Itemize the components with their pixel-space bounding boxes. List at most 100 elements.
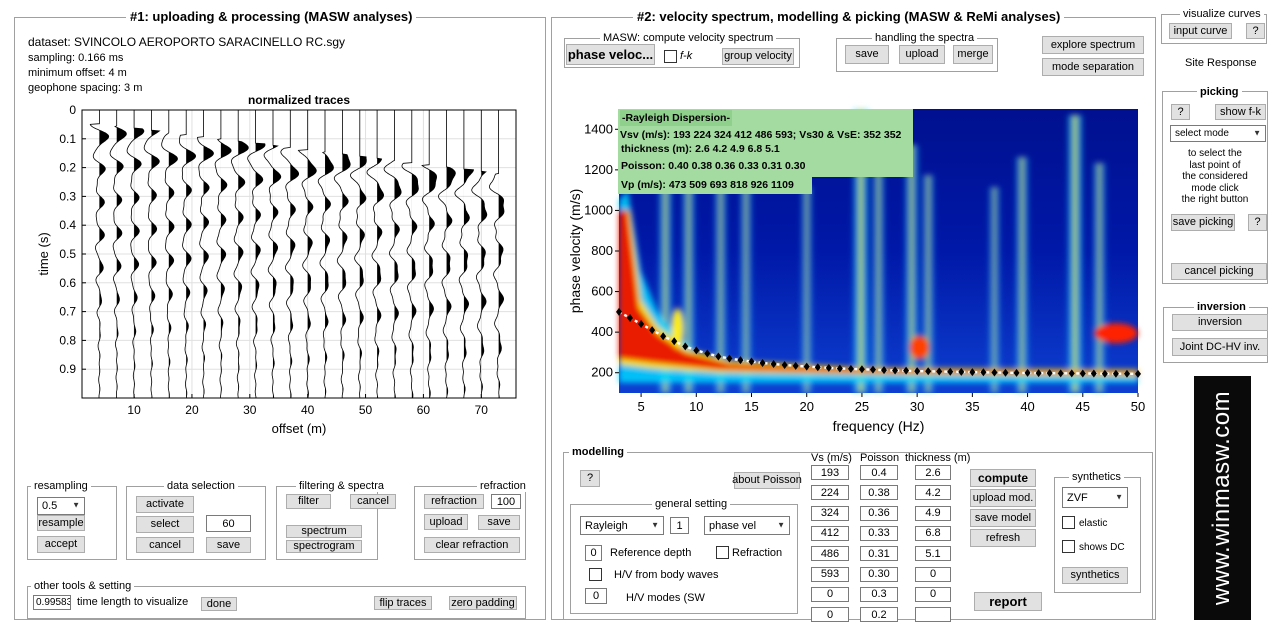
velocity-type-select[interactable]: phase vel ▼	[704, 516, 790, 535]
vs-column-header: Vs (m/s)	[811, 452, 852, 464]
trace-line	[109, 110, 127, 399]
model-thickness-cell[interactable]: 4.2	[915, 485, 951, 501]
model-vs-cell[interactable]: 486	[811, 546, 849, 562]
traces-y-tick-label: 0.4	[59, 218, 76, 232]
picked-point	[847, 364, 854, 373]
model-vs-cell[interactable]: 324	[811, 505, 849, 521]
spectrum-energy	[619, 109, 1138, 393]
activate-button[interactable]: activate	[136, 496, 194, 513]
traces-y-tick-label: 0.6	[59, 276, 76, 290]
explore-spectrum-button[interactable]: explore spectrum	[1042, 36, 1144, 54]
model-thickness-cell[interactable]: 0	[915, 586, 951, 602]
traces-chart[interactable]: 0 0.1 0.2 0.3 0.4 0.5 0.6 0.7 0.8 0.9 10 20 30 40 50 60…	[30, 88, 530, 438]
picking-help-button[interactable]: ?	[1171, 104, 1190, 120]
refraction-value-input[interactable]: 100	[491, 494, 521, 509]
save-picking-button[interactable]: save picking	[1171, 214, 1235, 231]
trace-line	[179, 110, 197, 399]
model-poisson-cell[interactable]: 0.4	[860, 465, 898, 480]
synthetics-type-select[interactable]: ZVF ▼	[1062, 487, 1128, 508]
picked-point	[1057, 369, 1064, 378]
site-response-label[interactable]: Site Response	[1185, 57, 1257, 69]
flip-traces-button[interactable]: flip traces	[374, 596, 432, 610]
mode-separation-button[interactable]: mode separation	[1042, 58, 1144, 76]
report-button[interactable]: report	[974, 592, 1042, 611]
accept-button[interactable]: accept	[37, 536, 85, 553]
model-poisson-cell[interactable]: 0.30	[860, 566, 898, 582]
clear-refraction-button[interactable]: clear refraction	[424, 537, 520, 553]
model-poisson-cell[interactable]: 0.31	[860, 546, 898, 562]
general-setting-legend: general setting	[652, 498, 731, 510]
modelling-help-button[interactable]: ?	[580, 470, 600, 487]
done-button[interactable]: done	[201, 597, 237, 611]
synthetics-button[interactable]: synthetics	[1062, 567, 1128, 584]
spectrum-y-tick-label: 400	[591, 324, 613, 339]
trace-line	[263, 110, 282, 398]
model-poisson-cell[interactable]: 0.38	[860, 485, 898, 501]
model-vs-cell[interactable]: 224	[811, 485, 849, 501]
save-spectra-button[interactable]: save	[845, 45, 889, 64]
group-velocity-button[interactable]: group velocity	[722, 48, 794, 65]
model-thickness-cell[interactable]: 2.6	[915, 465, 951, 480]
resample-button[interactable]: resample	[37, 515, 85, 531]
model-poisson-cell[interactable]: 0.33	[860, 525, 898, 541]
model-poisson-cell[interactable]: 0.36	[860, 505, 898, 521]
model-vs-cell[interactable]: 0	[811, 586, 849, 602]
save-selection-button[interactable]: save	[206, 537, 251, 553]
compute-button[interactable]: compute	[970, 469, 1036, 487]
model-vs-cell[interactable]: 593	[811, 566, 849, 582]
spectrum-ridge	[851, 109, 870, 393]
upload-model-button[interactable]: upload mod.	[970, 489, 1036, 507]
model-thickness-cell[interactable]	[915, 607, 951, 623]
cancel-picking-button[interactable]: cancel picking	[1171, 263, 1267, 280]
cancel-selection-button[interactable]: cancel	[136, 537, 194, 553]
hv-body-checkbox[interactable]	[589, 568, 602, 581]
model-vs-cell[interactable]: 412	[811, 525, 849, 541]
model-vs-cell[interactable]: 193	[811, 465, 849, 480]
model-thickness-cell[interactable]: 4.9	[915, 505, 951, 521]
input-curve-button[interactable]: input curve	[1169, 23, 1232, 39]
show-fk-button[interactable]: show f-k	[1215, 104, 1266, 120]
trace-line	[214, 110, 232, 398]
merge-spectra-button[interactable]: merge	[953, 45, 993, 64]
mode-number-input[interactable]: 1	[670, 517, 689, 534]
select-button[interactable]: select	[136, 516, 194, 533]
save-picking-help-button[interactable]: ?	[1248, 214, 1267, 231]
shows-dc-checkbox[interactable]	[1062, 540, 1075, 553]
traces-title: normalized traces	[248, 93, 350, 107]
reference-depth-input[interactable]: 0	[585, 545, 602, 561]
refresh-button[interactable]: refresh	[970, 529, 1036, 547]
upload-spectra-button[interactable]: upload	[899, 45, 945, 64]
model-thickness-cell[interactable]: 6.8	[915, 525, 951, 541]
model-thickness-cell[interactable]: 0	[915, 566, 951, 582]
zero-padding-button[interactable]: zero padding	[449, 596, 517, 610]
time-length-input[interactable]: 0.99583	[33, 595, 71, 610]
spectrum-button[interactable]: spectrum	[286, 525, 362, 538]
refraction-button[interactable]: refraction	[424, 494, 484, 509]
model-thickness-cell[interactable]: 5.1	[915, 546, 951, 562]
inversion-button[interactable]: inversion	[1172, 314, 1268, 331]
wave-type-select[interactable]: Rayleigh ▼	[580, 516, 664, 535]
hv-modes-input[interactable]: 0	[585, 588, 607, 604]
about-poisson-button[interactable]: about Poisson	[732, 472, 802, 489]
fk-checkbox[interactable]	[664, 50, 677, 63]
joint-dc-hv-button[interactable]: Joint DC-HV inv.	[1172, 338, 1268, 356]
synthetics-legend: synthetics	[1069, 471, 1124, 483]
model-poisson-cell[interactable]: 0.2	[860, 607, 898, 623]
refraction-checkbox[interactable]	[716, 546, 729, 559]
visualize-help-button[interactable]: ?	[1246, 23, 1265, 39]
picked-point	[1135, 369, 1141, 378]
upload-refraction-button[interactable]: upload	[424, 514, 468, 530]
select-mode-dropdown[interactable]: select mode ▼	[1170, 125, 1266, 142]
model-vs-cell[interactable]: 0	[811, 607, 849, 623]
phase-velocity-button[interactable]: phase veloc...	[566, 44, 655, 65]
resampling-select[interactable]: 0.5 ▼	[37, 497, 85, 515]
filter-button[interactable]: filter	[286, 494, 331, 509]
model-poisson-cell[interactable]: 0.3	[860, 586, 898, 602]
cancel-filter-button[interactable]: cancel	[350, 494, 396, 509]
spectrogram-button[interactable]: spectrogram	[286, 540, 362, 553]
select-value-input[interactable]: 60	[206, 515, 251, 532]
elastic-checkbox[interactable]	[1062, 516, 1075, 529]
picking-instructions: to select the last point of the consider…	[1165, 148, 1265, 206]
save-refraction-button[interactable]: save	[478, 515, 520, 530]
save-model-button[interactable]: save model	[970, 509, 1036, 527]
